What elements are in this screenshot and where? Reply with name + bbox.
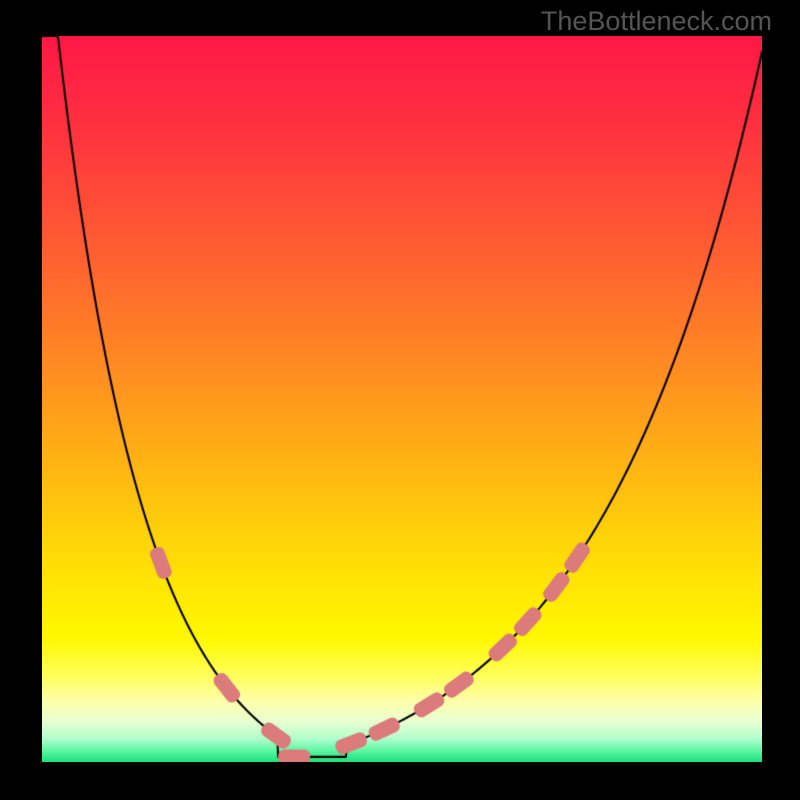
chart-stage: TheBottleneck.com bbox=[0, 0, 800, 800]
watermark-text: TheBottleneck.com bbox=[541, 6, 772, 37]
bottleneck-curve bbox=[42, 36, 762, 762]
